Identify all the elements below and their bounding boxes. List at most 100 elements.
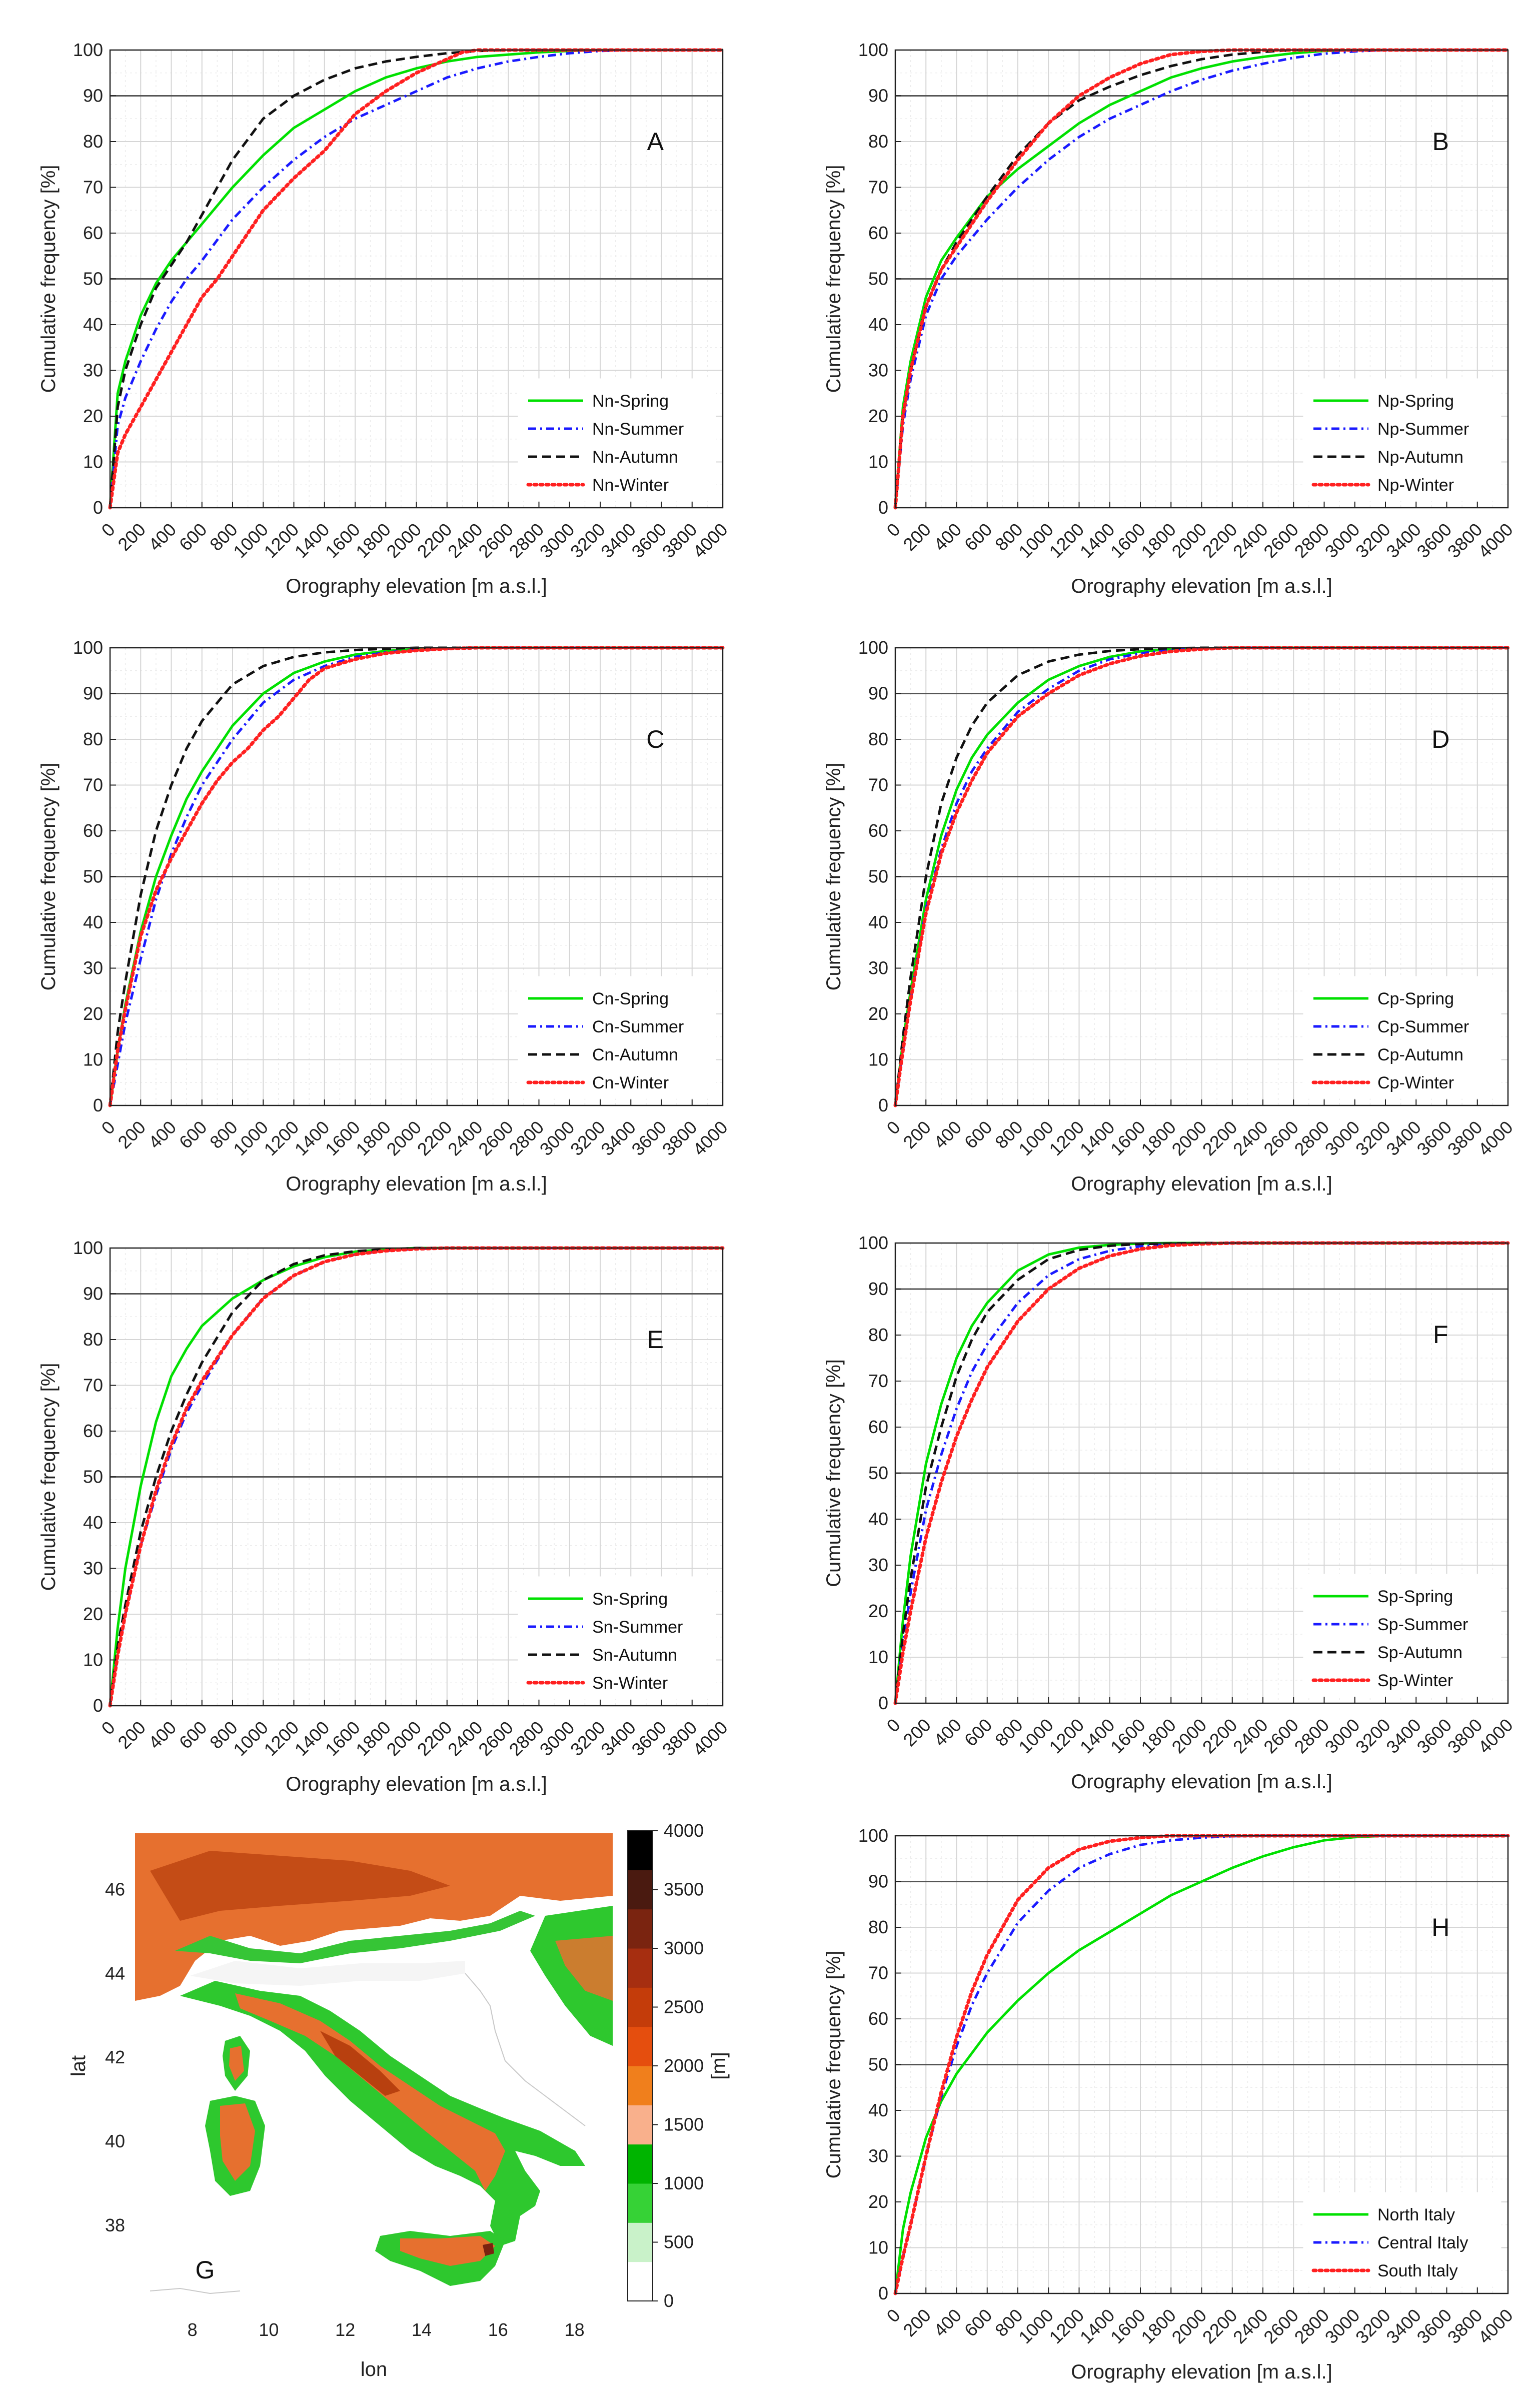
chart-panel-E: 0102030405060708090100020040060080010001… <box>38 1238 732 1795</box>
y-tick-label: 60 <box>868 1417 888 1437</box>
x-tick-label: 3000 <box>1321 1715 1364 1758</box>
x-tick-label: 2000 <box>383 1117 426 1160</box>
x-tick-label: 2200 <box>413 1717 456 1760</box>
x-tick-label: 1000 <box>1014 519 1057 562</box>
x-tick-label: 3200 <box>1351 1715 1394 1758</box>
colorbar-segment <box>628 2144 653 2184</box>
x-tick-label: 3000 <box>536 519 579 562</box>
y-tick-label: 100 <box>73 637 103 658</box>
y-tick-label: 30 <box>868 360 888 381</box>
series-line-sn-spring <box>109 1247 723 1706</box>
x-tick-label: 2000 <box>383 519 426 562</box>
x-tick-label: 2400 <box>1229 519 1272 562</box>
x-tick-label: 0 <box>883 1715 904 1736</box>
legend-label: Np-Summer <box>1377 420 1469 439</box>
legend-label: Cn-Spring <box>592 989 669 1008</box>
colorbar-segment <box>628 1870 653 1910</box>
x-tick-label: 600 <box>175 519 211 555</box>
x-tick-label: 1000 <box>229 1117 272 1160</box>
panel-letter: C <box>646 725 664 753</box>
apennines <box>235 1993 505 2191</box>
x-tick-label: 200 <box>899 1117 934 1152</box>
x-tick-label: 1000 <box>1014 1715 1057 1758</box>
colorbar-tick-label: 3500 <box>664 1879 704 1900</box>
y-tick-label: 90 <box>868 1871 888 1892</box>
legend-label: Sn-Winter <box>592 1674 668 1693</box>
colorbar-unit-label: [m] <box>708 2052 730 2080</box>
x-tick-label: 400 <box>930 1117 965 1152</box>
x-tick-label: 400 <box>145 1117 180 1152</box>
colorbar-segment <box>628 2066 653 2105</box>
x-tick-label: 3600 <box>628 519 671 562</box>
x-tick-label: 0 <box>98 519 119 541</box>
x-tick-label: 1600 <box>1106 1117 1149 1160</box>
colorbar-segment <box>628 1987 653 2027</box>
series-line-south-italy <box>893 1834 1510 2295</box>
y-tick-label: 50 <box>868 269 888 289</box>
y-tick-label: 20 <box>868 406 888 426</box>
map-panel-letter: G <box>196 2256 215 2284</box>
x-tick-label: 1800 <box>1137 2305 1180 2348</box>
x-tick-label: 2000 <box>1168 519 1211 562</box>
x-tick-label: 1800 <box>1137 1117 1180 1160</box>
y-tick-label: 100 <box>858 1825 888 1846</box>
x-tick-label: 200 <box>899 1715 934 1750</box>
y-tick-label: 0 <box>93 1695 103 1716</box>
x-tick-label: 200 <box>114 1717 149 1753</box>
x-tick-label: 1200 <box>260 1717 303 1760</box>
charts-layer: 0102030405060708090100020040060080010001… <box>38 40 1517 2383</box>
y-tick-label: 90 <box>868 683 888 704</box>
legend-label: Nn-Autumn <box>592 448 678 467</box>
y-tick-label: 80 <box>83 1329 103 1350</box>
y-tick-label: 70 <box>83 775 103 795</box>
x-tick-label: 2400 <box>1229 1715 1272 1758</box>
panel-letter: A <box>647 128 664 156</box>
y-tick-label: 80 <box>868 1325 888 1345</box>
y-tick-label: 0 <box>93 1095 103 1115</box>
x-tick-label: 1800 <box>352 519 395 562</box>
x-tick-label: 1400 <box>1076 1117 1119 1160</box>
legend-label: Sp-Autumn <box>1377 1643 1462 1662</box>
legend-label: Central Italy <box>1377 2233 1468 2252</box>
series-line-cn-winter <box>108 646 725 1107</box>
y-tick-label: 40 <box>868 2100 888 2120</box>
chart-panel-D: 0102030405060708090100020040060080010001… <box>823 637 1517 1195</box>
x-tick-label: 3400 <box>597 1717 640 1760</box>
y-tick-label: 40 <box>868 314 888 335</box>
legend-label: Cp-Winter <box>1377 1073 1454 1092</box>
apennines-high <box>320 2031 400 2096</box>
x-tick-label: 1400 <box>1076 2305 1119 2348</box>
x-tick-label: 1600 <box>321 1717 364 1760</box>
y-axis-title: Cumulative frequency [%] <box>38 1363 60 1591</box>
x-tick-label: 1800 <box>1137 1715 1180 1758</box>
map-lat-tick-label: 44 <box>105 1963 125 1983</box>
series-line-cn-autumn <box>109 646 723 1106</box>
x-tick-label: 1000 <box>1014 2305 1057 2348</box>
x-tick-label: 600 <box>960 519 996 555</box>
colorbar-tick-label: 1000 <box>664 2173 704 2193</box>
x-tick-label: 2400 <box>1229 2305 1272 2348</box>
y-tick-label: 30 <box>83 1558 103 1579</box>
panel-letter: H <box>1431 1913 1449 1941</box>
colorbar-segment <box>628 2105 653 2145</box>
x-tick-label: 3800 <box>658 1117 701 1160</box>
x-tick-label: 1200 <box>260 1117 303 1160</box>
x-tick-label: 3000 <box>536 1717 579 1760</box>
x-tick-label: 1800 <box>352 1717 395 1760</box>
x-tick-label: 2800 <box>505 1717 548 1760</box>
x-tick-label: 3600 <box>1413 519 1456 562</box>
x-tick-label: 1200 <box>1045 2305 1088 2348</box>
x-tick-label: 2200 <box>1198 1117 1241 1160</box>
map-lat-tick-label: 46 <box>105 1879 125 1900</box>
x-tick-label: 2400 <box>444 1717 487 1760</box>
chart-panel-B: 0102030405060708090100020040060080010001… <box>823 40 1517 597</box>
x-tick-label: 2200 <box>1198 2305 1241 2348</box>
y-tick-label: 90 <box>83 1284 103 1304</box>
x-tick-label: 1600 <box>321 519 364 562</box>
x-tick-label: 3600 <box>1413 2305 1456 2348</box>
legend-label: Cp-Summer <box>1377 1017 1469 1036</box>
map-lon-tick-label: 14 <box>412 2319 432 2340</box>
y-tick-label: 10 <box>868 2237 888 2258</box>
y-tick-label: 50 <box>868 866 888 887</box>
